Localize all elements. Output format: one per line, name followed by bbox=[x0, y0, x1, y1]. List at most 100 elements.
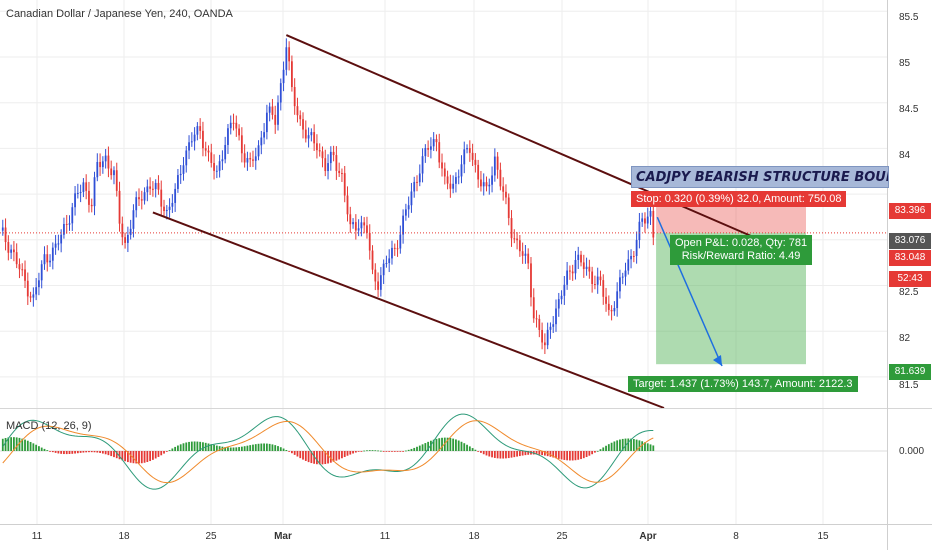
macd-hist-bar bbox=[118, 451, 121, 460]
candle-body bbox=[354, 222, 357, 231]
candle-body bbox=[391, 247, 393, 259]
candle-body bbox=[510, 218, 513, 239]
macd-hist-bar bbox=[421, 444, 424, 451]
candle-body bbox=[644, 218, 646, 224]
macd-hist-bar bbox=[491, 451, 493, 458]
candle-body bbox=[10, 249, 13, 253]
macd-hist-bar bbox=[227, 447, 229, 451]
candle-body bbox=[543, 342, 546, 346]
candle-body bbox=[632, 255, 635, 257]
candle-body bbox=[204, 148, 207, 151]
macd-hist-bar bbox=[507, 451, 510, 459]
macd-signal-line bbox=[2, 420, 654, 484]
macd-hist-bar bbox=[644, 442, 646, 451]
macd-hist-bar bbox=[354, 451, 357, 453]
macd-hist-bar bbox=[438, 438, 441, 451]
macd-hist-bar bbox=[177, 445, 179, 451]
candle-body bbox=[174, 188, 177, 203]
macd-hist-bar bbox=[291, 451, 293, 454]
candle-body bbox=[338, 170, 341, 174]
candle-body bbox=[82, 182, 85, 192]
candle-body bbox=[165, 209, 168, 212]
pane-separator[interactable] bbox=[0, 408, 932, 409]
candle-body bbox=[163, 206, 165, 212]
candle-body bbox=[246, 157, 249, 163]
macd-hist-bar bbox=[566, 451, 569, 461]
candle-body bbox=[530, 263, 532, 298]
idea-title: CADJPY BEARISH STRUCTURE BOUNCE bbox=[631, 166, 889, 188]
macd-hist-bar bbox=[521, 451, 524, 456]
candle-body bbox=[474, 159, 477, 165]
candle-body bbox=[15, 252, 18, 265]
macd-hist-bar bbox=[513, 451, 516, 458]
x-tick: 18 bbox=[118, 531, 130, 542]
candle-body bbox=[460, 164, 463, 177]
open-pl-label: Open P&L: 0.028, Qty: 781 Risk/Reward Ra… bbox=[670, 235, 813, 265]
macd-hist-bar bbox=[402, 451, 404, 452]
macd-hist-bar bbox=[535, 451, 538, 455]
candle-body bbox=[521, 251, 524, 256]
candle-body bbox=[377, 281, 379, 290]
candle-body bbox=[457, 176, 460, 178]
candle-body bbox=[190, 141, 193, 143]
candle-body bbox=[63, 223, 65, 235]
macd-hist-bar bbox=[316, 451, 318, 465]
macd-hist-bar bbox=[63, 451, 65, 455]
candle-body bbox=[496, 156, 499, 170]
macd-hist-bar bbox=[496, 451, 499, 459]
macd-hist-bar bbox=[252, 444, 254, 451]
candle-body bbox=[143, 192, 146, 201]
candle-body bbox=[346, 195, 349, 215]
candle-body bbox=[252, 159, 254, 161]
candle-body bbox=[157, 182, 160, 190]
macd-hist-bar bbox=[232, 447, 235, 451]
macd-hist-bar bbox=[646, 443, 649, 451]
macd-hist-bar bbox=[46, 450, 49, 451]
candle-body bbox=[555, 308, 557, 325]
candle-body bbox=[168, 206, 171, 210]
x-tick: 8 bbox=[733, 531, 739, 542]
macd-hist-bar bbox=[168, 450, 171, 451]
candle-body bbox=[316, 143, 318, 151]
y-tick: 82 bbox=[899, 333, 911, 344]
candle-body bbox=[488, 184, 491, 187]
y-tick: 85 bbox=[899, 58, 911, 69]
candle-body bbox=[29, 296, 32, 298]
macd-hist-bar bbox=[279, 447, 282, 451]
stop-price-tag: 83.396 bbox=[889, 203, 931, 219]
macd-hist-bar bbox=[638, 440, 641, 451]
macd-hist-bar bbox=[249, 445, 252, 451]
candle-body bbox=[279, 83, 282, 103]
macd-hist-bar bbox=[302, 451, 304, 460]
candle-body bbox=[296, 106, 299, 116]
candle-body bbox=[13, 249, 15, 253]
macd-hist-bar bbox=[21, 438, 24, 451]
candle-body bbox=[268, 106, 271, 113]
candle-body bbox=[76, 192, 79, 194]
macd-hist-bar bbox=[621, 438, 624, 451]
candle-body bbox=[449, 183, 452, 189]
bar-countdown-tag: 52:43 bbox=[889, 271, 931, 287]
candle-body bbox=[652, 210, 655, 238]
candle-body bbox=[182, 165, 185, 174]
candle-body bbox=[443, 168, 446, 177]
macd-hist-bar bbox=[393, 451, 396, 452]
y-tick: 84 bbox=[899, 150, 911, 161]
macd-hist-bar bbox=[560, 451, 563, 460]
macd-hist-bar bbox=[557, 451, 560, 459]
candle-body bbox=[113, 170, 115, 176]
candle-body bbox=[566, 270, 569, 285]
candle-body bbox=[132, 210, 135, 229]
candle-body bbox=[254, 156, 257, 161]
macd-hist-bar bbox=[257, 443, 260, 451]
macd-hist-bar bbox=[152, 451, 154, 460]
macd-hist-bar bbox=[632, 439, 635, 451]
macd-hist-bar bbox=[602, 447, 605, 451]
macd-hist-bar bbox=[238, 447, 240, 451]
macd-hist-bar bbox=[471, 448, 474, 451]
macd-hist-bar bbox=[474, 449, 477, 451]
macd-hist-bar bbox=[254, 444, 257, 451]
macd-hist-bar bbox=[218, 446, 221, 451]
macd-hist-bar bbox=[132, 451, 135, 464]
